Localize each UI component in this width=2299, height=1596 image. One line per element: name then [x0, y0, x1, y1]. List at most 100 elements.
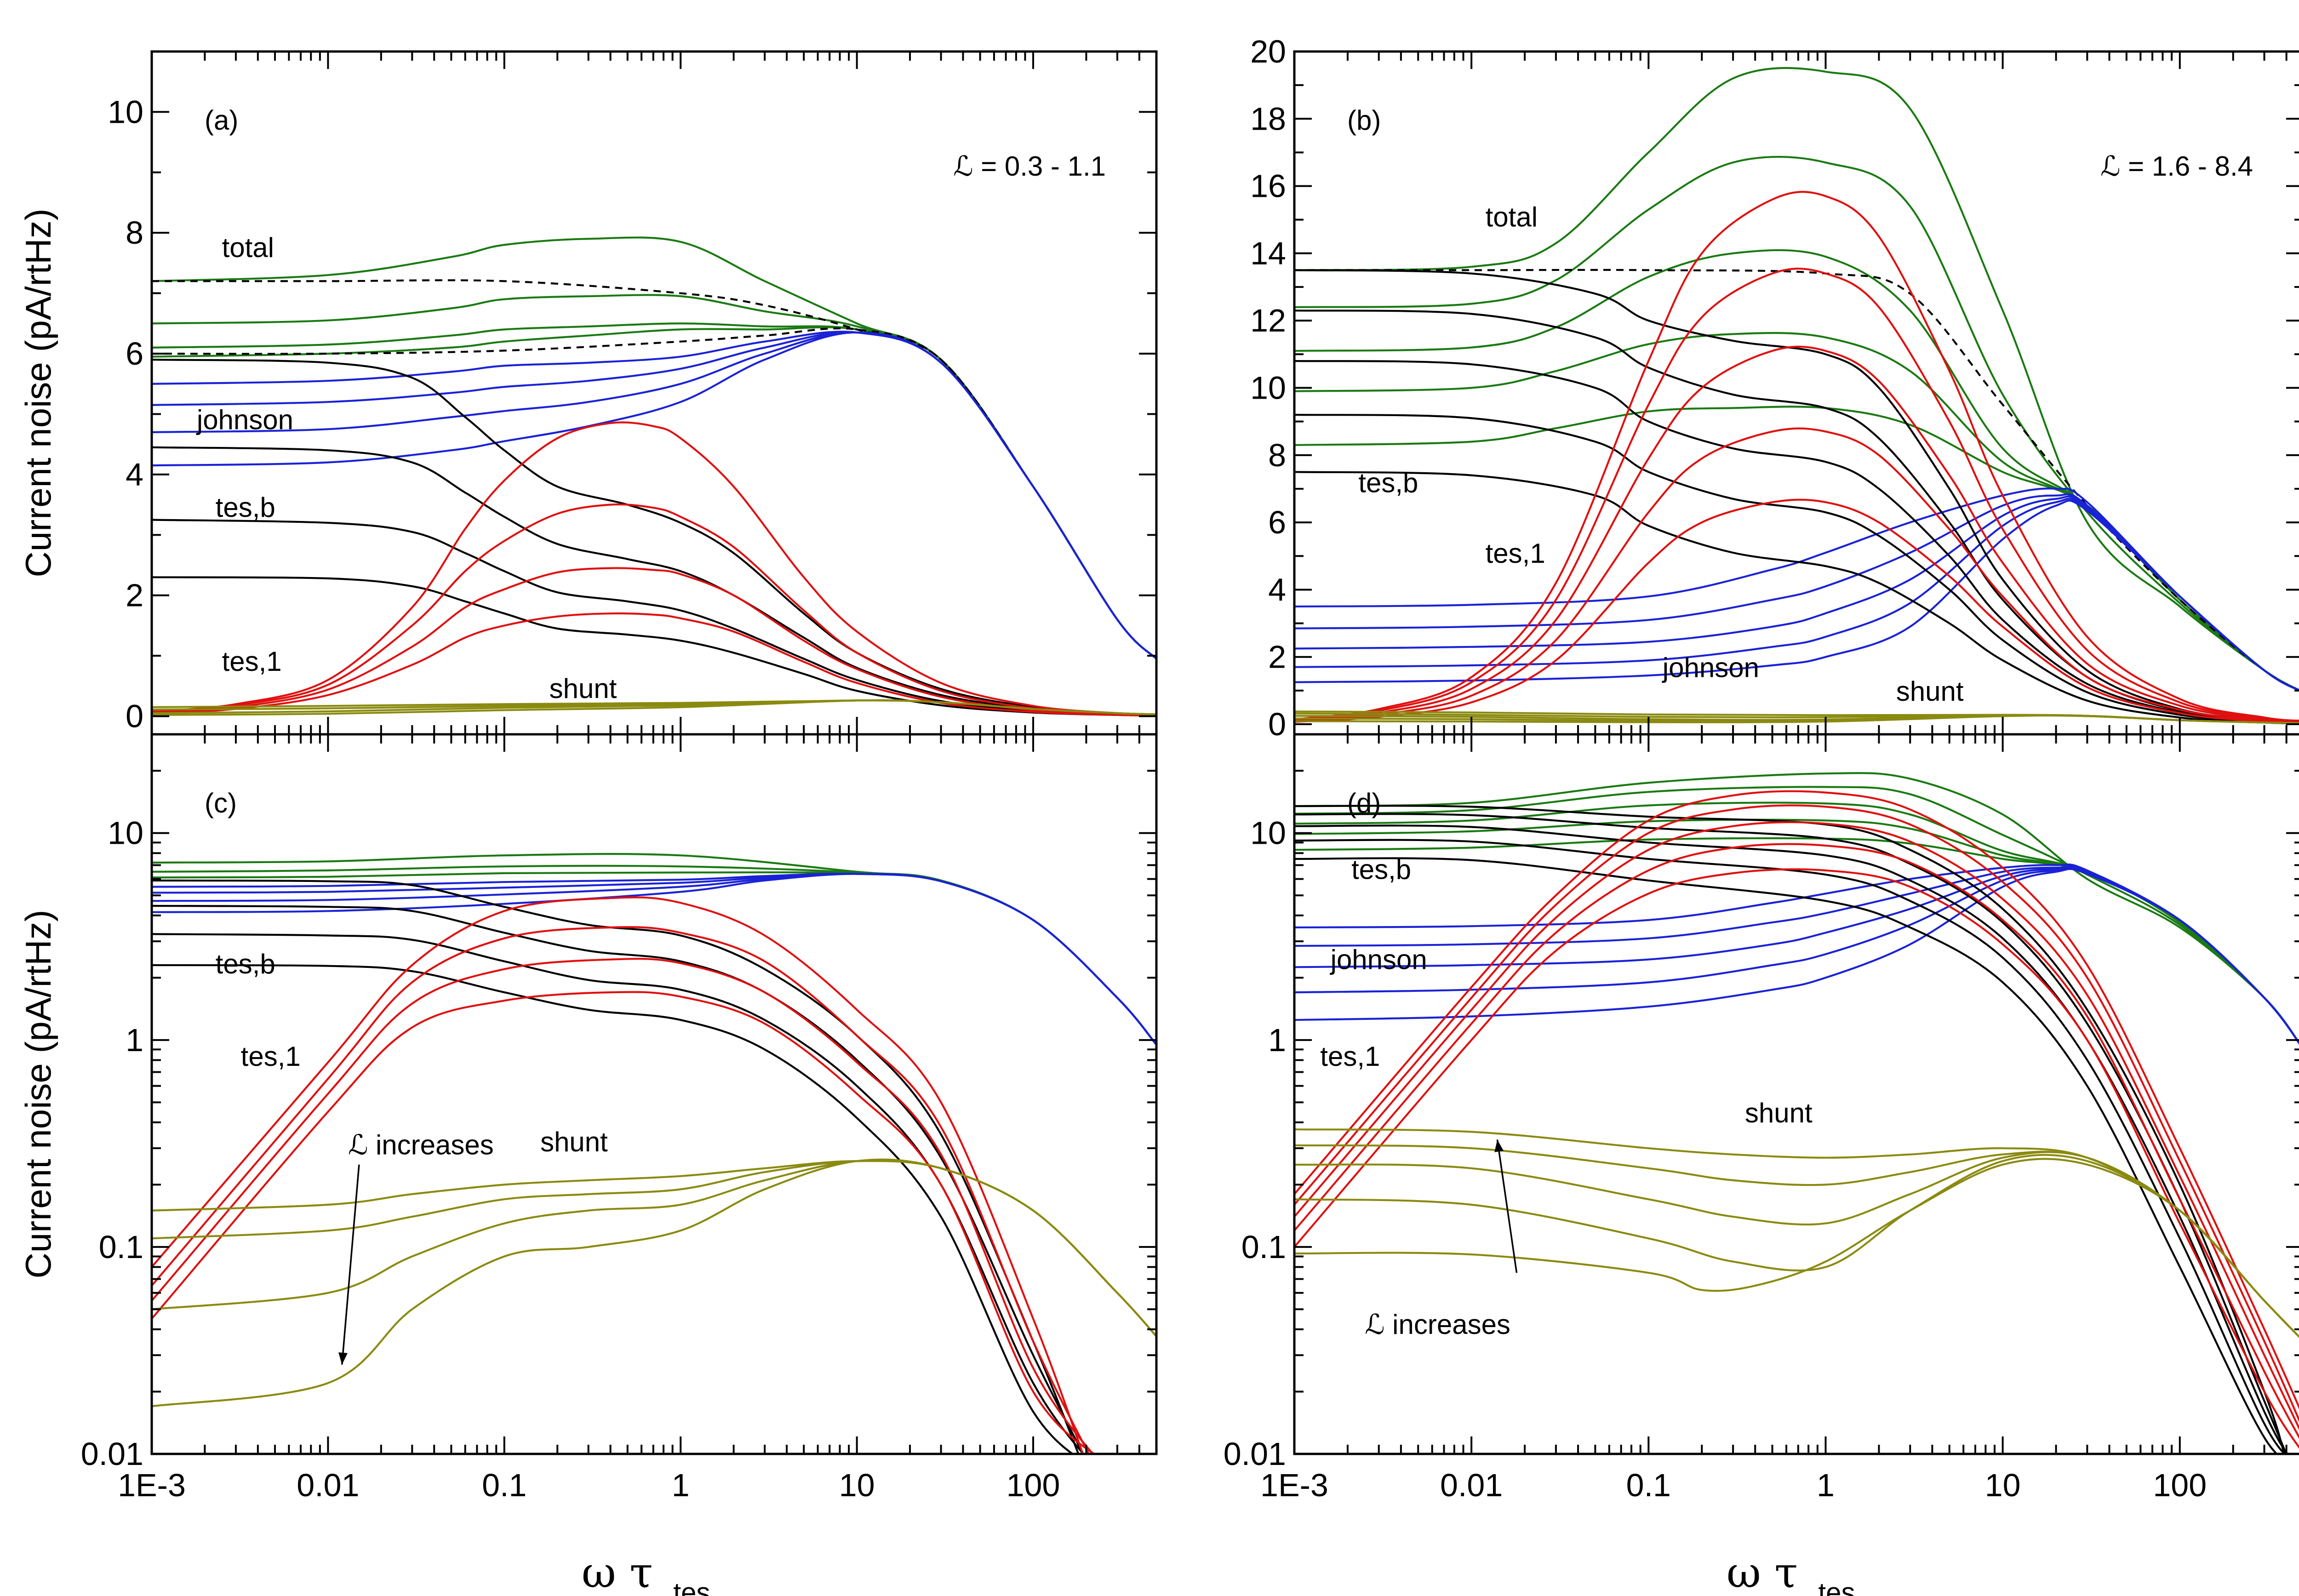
y-tick-label: 8 [126, 215, 143, 251]
x-axis-label: ω τ [582, 1548, 653, 1596]
x-axis-label-subscript: tes [674, 1577, 710, 1596]
arrow-shaft [341, 1164, 360, 1365]
x-axis-label-subscript: tes [1819, 1577, 1855, 1596]
series-total-0 [1294, 67, 2299, 691]
x-tick-label: 10 [839, 1467, 875, 1503]
curves-d [1294, 772, 2299, 1454]
y-tick-label: 10 [108, 94, 143, 130]
series-total-0 [1294, 772, 2299, 1045]
series-johnson-5 [1294, 864, 2299, 1045]
y-tick-label: 16 [1250, 168, 1286, 204]
series-shunt-25 [1294, 715, 2299, 724]
y-tick-label: 6 [1268, 504, 1286, 540]
arrow-head [338, 1352, 348, 1365]
series-tes_b-13 [1294, 360, 2299, 724]
arrow-head [1494, 1139, 1504, 1152]
curve-annotation: johnson [1662, 652, 1759, 683]
y-tick-label: 8 [1268, 437, 1286, 473]
y-tick-label: 4 [1268, 572, 1286, 607]
y-tick-label: 18 [1250, 101, 1286, 137]
series-tes_b-13 [1294, 839, 2287, 1454]
series-tes_b-15 [1294, 471, 2299, 725]
series-tes_b-7 [152, 879, 1080, 1454]
series-johnson-9 [152, 331, 1156, 660]
curves-a [152, 236, 1156, 717]
panel-label: (b) [1347, 105, 1381, 136]
series-johnson-6 [152, 331, 1156, 660]
y-tick-label: 1 [1268, 1022, 1286, 1058]
series-tes_b-11 [152, 446, 1156, 716]
series-total-4 [1294, 406, 2299, 692]
arrow-shaft [1496, 1139, 1518, 1273]
series-tes_b-8 [152, 904, 1085, 1454]
y-tick-label: 10 [108, 815, 143, 851]
series-total-1 [1294, 786, 2299, 1045]
series-tes_b-11 [1294, 269, 2299, 723]
y-tick-label: 12 [1250, 303, 1286, 338]
series-tes_b-11 [1294, 813, 2288, 1454]
curve-annotation: ℒ increases [348, 1130, 494, 1161]
parameter-range-label: ℒ = 1.6 - 8.4 [2100, 151, 2253, 182]
series-johnson-6 [1294, 865, 2299, 1045]
y-tick-label: 20 [1250, 34, 1286, 69]
y-tick-label: 0 [126, 698, 143, 734]
curve-annotation: tes,1 [222, 646, 282, 677]
series-johnson-6 [152, 873, 1156, 1046]
y-tick-label: 0 [1268, 706, 1286, 742]
y-tick-label: 2 [1268, 639, 1286, 675]
series-tes_1-11 [152, 896, 1084, 1454]
frame-c [150, 733, 1158, 1455]
series-dashed-5 [152, 327, 1156, 660]
series-tes_1-17 [1294, 821, 2299, 1430]
series-tes_b-12 [1294, 309, 2299, 724]
series-total-4 [1294, 837, 2299, 1045]
series-johnson-8 [1294, 867, 2299, 1045]
x-tick-label: 10 [1985, 1467, 2021, 1503]
series-total-3 [152, 326, 1156, 660]
curve-annotation: tes,b [1351, 854, 1411, 885]
curve-annotation: shunt [549, 673, 617, 704]
y-tick-label: 0.01 [1224, 1436, 1286, 1472]
curve-annotation: johnson [196, 404, 293, 435]
series-tes_b-12 [1294, 824, 2288, 1454]
x-axis-label: ω τ [1727, 1548, 1798, 1596]
series-tes_1-16 [152, 567, 1156, 716]
curve-annotation: johnson [1330, 944, 1427, 975]
series-tes_1-18 [1294, 345, 2299, 723]
series-johnson-6 [1294, 487, 2299, 692]
series-tes_1-15 [152, 503, 1156, 716]
curve-annotation: tes,1 [1486, 538, 1545, 569]
curve-annotation: shunt [1896, 676, 1964, 707]
curve-annotation: total [222, 232, 274, 263]
series-johnson-9 [1294, 868, 2299, 1045]
curve-annotation: tes,1 [1320, 1041, 1380, 1072]
parameter-range-label: ℒ = 0.3 - 1.1 [953, 151, 1106, 182]
series-tes_1-14 [152, 991, 1096, 1454]
series-tes_1-16 [1294, 191, 2299, 722]
y-tick-label: 10 [1250, 815, 1286, 851]
x-tick-label: 1E-3 [1260, 1467, 1328, 1503]
curve-annotation: total [1486, 201, 1538, 232]
series-tes_1-12 [152, 926, 1090, 1454]
series-tes_b-10 [1294, 805, 2285, 1454]
series-total-3 [1294, 818, 2299, 1045]
series-tes_1-17 [152, 612, 1156, 717]
x-tick-label: 0.1 [482, 1467, 526, 1503]
series-dashed-4 [152, 279, 1156, 660]
y-tick-label: 2 [126, 578, 143, 613]
series-tes_b-13 [152, 576, 1156, 717]
x-tick-label: 1 [1817, 1467, 1835, 1503]
x-tick-label: 100 [1007, 1467, 1060, 1503]
series-tes_b-9 [152, 933, 1085, 1454]
y-tick-label: 6 [126, 336, 143, 372]
series-tes_1-14 [152, 421, 1156, 715]
panel-label: (d) [1347, 788, 1381, 818]
series-shunt-24 [1294, 1158, 2299, 1338]
x-tick-label: 0.01 [1440, 1467, 1503, 1503]
curve-annotation: shunt [540, 1127, 608, 1157]
panel-b: 0 2 4 6 8 10 12 14 16 18 20 (b) ℒ = 1.6 - 8.4 total te… [1250, 34, 2299, 742]
x-tick-label: 100 [2153, 1467, 2207, 1503]
series-tes_1-16 [1294, 804, 2299, 1422]
series-total-1 [1294, 155, 2299, 692]
